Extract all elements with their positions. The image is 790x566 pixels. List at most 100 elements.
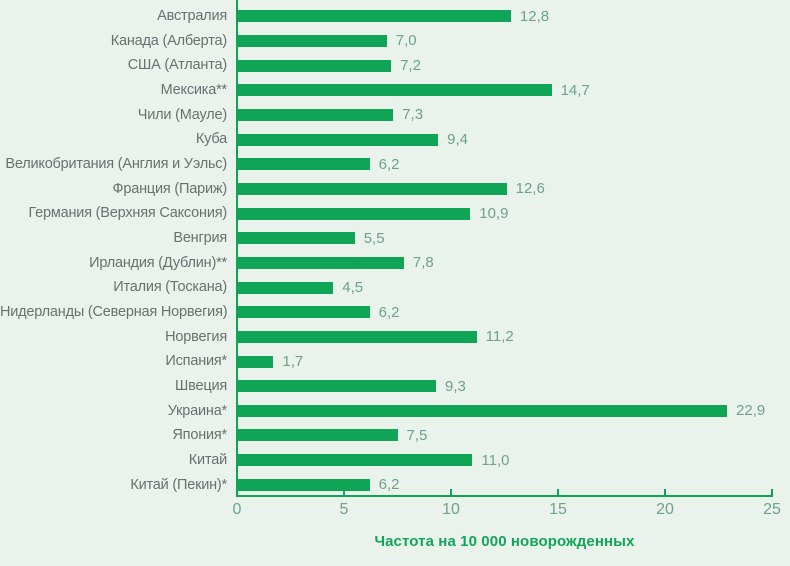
axis-tick [450,489,452,495]
category-label: Венгрия [173,229,227,246]
axis-tick [771,489,773,495]
bar-cell: 22,9 [237,399,772,424]
plot-area: Австралия 12,8 Канада (Алберта) 7,0 США (Атл… [0,4,790,497]
bar-row: Чили (Мауле) 7,3 [0,103,790,128]
bar [237,108,394,121]
value-label: 1,7 [282,353,304,371]
bar [237,10,511,23]
bar-cell: 4,5 [237,275,772,300]
bar-row: Австралия 12,8 [0,4,790,29]
category-label: Австралия [157,8,227,25]
bar-cell: 12,6 [237,177,772,202]
x-axis-title: Частота на 10 000 новорожденных [374,533,635,550]
category-label: Куба [195,131,227,148]
bar-row: Норвегия 11,2 [0,325,790,350]
bar [237,84,552,97]
axis-tick [664,489,666,495]
tick-label: 25 [763,501,781,518]
bar [237,207,471,220]
value-label: 9,4 [447,131,469,149]
value-label: 11,2 [485,328,514,346]
category-label: Япония* [172,427,227,444]
bar-row: Испания* 1,7 [0,349,790,374]
bar-row: Великобритания (Англия и Уэльс) 6,2 [0,152,790,177]
category-label: Китай [188,451,227,468]
value-label: 7,0 [395,32,417,50]
value-label: 7,5 [406,426,428,444]
bar-row: Швеция 9,3 [0,374,790,399]
bar-row: Мексика** 14,7 [0,78,790,103]
bar-cell: 6,2 [237,472,772,497]
bar-cell: 1,7 [237,349,772,374]
bar [237,182,507,195]
x-axis-line [236,495,773,497]
bar [237,380,437,393]
value-label: 9,3 [445,377,466,395]
bar-row: Франция (Париж) 12,6 [0,177,790,202]
bar-cell: 9,3 [237,374,772,399]
bar-row: Нидерланды (Северная Норвегия) 6,2 [0,300,790,325]
category-label: Нидерланды (Северная Норвегия) [0,303,228,320]
category-label: Мексика** [160,82,228,99]
category-label: Украина* [167,402,227,419]
bar-cell: 14,7 [237,78,772,103]
value-label: 7,2 [400,57,421,75]
bar-cell: 7,3 [237,103,772,128]
bar [237,59,392,72]
y-axis-line [236,0,238,497]
tick-label: 0 [232,501,242,518]
bar [237,306,370,319]
bar-row: Япония* 7,5 [0,423,790,448]
category-label: Италия (Тоскана) [113,279,227,296]
bar [237,34,387,47]
bar [237,478,370,491]
category-label: Франция (Париж) [112,180,228,197]
bar [237,158,370,171]
bar-cell: 7,8 [237,251,772,276]
bar-cell: 7,2 [237,53,772,78]
bar-row: Куба 9,4 [0,127,790,152]
value-label: 7,8 [412,254,434,272]
bar-cell: 6,2 [237,300,772,325]
bar-row: Ирландия (Дублин)** 7,8 [0,251,790,276]
bar-row: Венгрия 5,5 [0,226,790,251]
bar-cell: 11,2 [237,325,772,350]
bar [237,256,404,269]
tick-label: 10 [442,501,460,518]
bar-cell: 9,4 [237,127,772,152]
bar [237,330,477,343]
tick-label: 15 [549,501,567,518]
value-label: 4,5 [342,279,364,297]
category-label: Чили (Мауле) [137,106,227,123]
bar-row: Италия (Тоскана) 4,5 [0,275,790,300]
value-label: 12,6 [515,180,545,198]
tick-label: 5 [339,501,349,518]
category-label: Канада (Алберта) [110,32,227,49]
category-label: Испания* [165,353,227,370]
bar [237,404,728,417]
value-label: 7,3 [402,106,424,124]
category-label: Германия (Верхняя Саксония) [28,205,227,222]
category-label: Китай (Пекин)* [130,476,227,493]
category-label: Великобритания (Англия и Уэльс) [5,156,227,173]
value-label: 10,9 [479,205,509,223]
value-label: 22,9 [736,402,766,420]
bar [237,429,398,442]
value-label: 6,2 [378,155,400,173]
bar-row: Китай (Пекин)* 6,2 [0,472,790,497]
value-label: 6,2 [378,303,400,321]
axis-tick [343,489,345,495]
bar [237,133,439,146]
category-label: Швеция [175,377,227,394]
bar-row: США (Атланта) 7,2 [0,53,790,78]
value-label: 5,5 [363,229,385,247]
bar-row: Китай 11,0 [0,448,790,473]
bar [237,232,355,245]
bar [237,454,473,467]
axis-tick [236,489,238,495]
category-label: Норвегия [165,328,227,345]
axis-tick [557,489,559,495]
bar-cell: 11,0 [237,448,772,473]
bar-cell: 12,8 [237,4,772,29]
